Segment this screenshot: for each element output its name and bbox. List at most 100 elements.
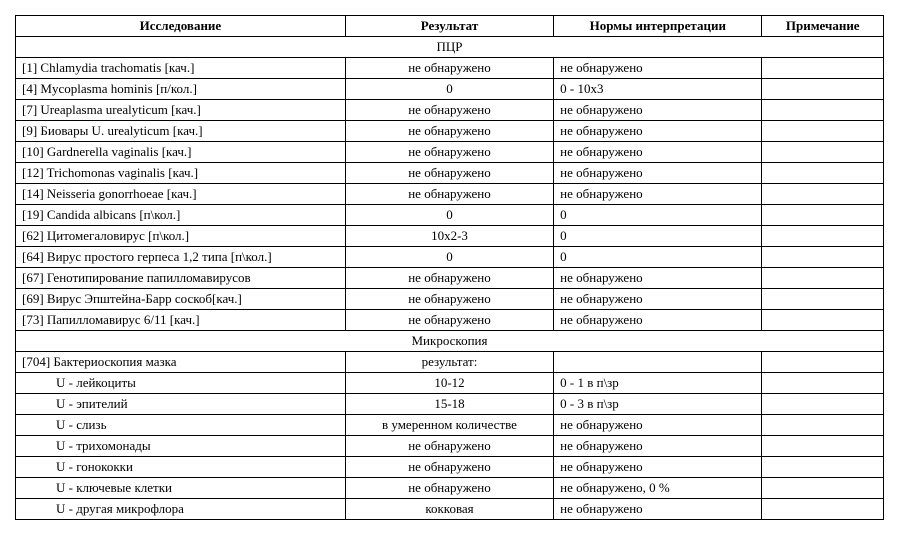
col-header-note: Примечание [762,16,884,37]
cell-test: U - гонококки [16,457,346,478]
cell-note [762,478,884,499]
cell-result: 10-12 [345,373,553,394]
col-header-result: Результат [345,16,553,37]
table-row: [67] Генотипирование папилломавирусовне … [16,268,884,289]
cell-test: [10] Gardnerella vaginalis [кач.] [16,142,346,163]
cell-test: [64] Вирус простого герпеса 1,2 типа [п\… [16,247,346,268]
cell-norm: не обнаружено [554,457,762,478]
table-row: [62] Цитомегаловирус [п\кол.]10x2-30 [16,226,884,247]
cell-result: 10x2-3 [345,226,553,247]
cell-note [762,415,884,436]
table-row: U - слизьв умеренном количествене обнару… [16,415,884,436]
table-header-row: Исследование Результат Нормы интерпретац… [16,16,884,37]
cell-note [762,58,884,79]
cell-norm [554,352,762,373]
table-body: ПЦР[1] Chlamydia trachomatis [кач.]не об… [16,37,884,520]
cell-test: U - ключевые клетки [16,478,346,499]
cell-norm: 0 [554,247,762,268]
cell-note [762,205,884,226]
col-header-test: Исследование [16,16,346,37]
cell-test: U - другая микрофлора [16,499,346,520]
cell-note [762,79,884,100]
cell-note [762,100,884,121]
cell-test: [14] Neisseria gonorrhoeae [кач.] [16,184,346,205]
table-row: [10] Gardnerella vaginalis [кач.]не обна… [16,142,884,163]
cell-result: не обнаружено [345,163,553,184]
cell-norm: не обнаружено [554,100,762,121]
table-row: [73] Папилломавирус 6/11 [кач.]не обнару… [16,310,884,331]
cell-result: не обнаружено [345,268,553,289]
cell-test: [12] Trichomonas vaginalis [кач.] [16,163,346,184]
cell-norm: не обнаружено [554,184,762,205]
cell-norm: не обнаружено, 0 % [554,478,762,499]
cell-test: U - лейкоциты [16,373,346,394]
cell-result: не обнаружено [345,121,553,142]
cell-test: U - эпителий [16,394,346,415]
cell-note [762,394,884,415]
cell-note [762,142,884,163]
cell-result: не обнаружено [345,436,553,457]
cell-note [762,457,884,478]
cell-note [762,226,884,247]
cell-norm: не обнаружено [554,436,762,457]
table-row: [14] Neisseria gonorrhoeae [кач.]не обна… [16,184,884,205]
cell-note [762,163,884,184]
cell-test: [19] Candida albicans [п\кол.] [16,205,346,226]
cell-note [762,436,884,457]
cell-norm: 0 - 3 в п\зр [554,394,762,415]
table-row: U - другая микрофлоракокковаяне обнаруже… [16,499,884,520]
cell-norm: не обнаружено [554,310,762,331]
cell-test: [9] Биовары U. urealyticum [кач.] [16,121,346,142]
cell-result: не обнаружено [345,457,553,478]
cell-result: не обнаружено [345,142,553,163]
cell-result: 0 [345,205,553,226]
cell-result: не обнаружено [345,310,553,331]
cell-note [762,499,884,520]
cell-norm: не обнаружено [554,268,762,289]
table-row: U - гонококкине обнаруженоне обнаружено [16,457,884,478]
cell-note [762,268,884,289]
section-title: ПЦР [16,37,884,58]
cell-test: [67] Генотипирование папилломавирусов [16,268,346,289]
cell-note [762,184,884,205]
cell-test: [69] Вирус Эпштейна-Барр соскоб[кач.] [16,289,346,310]
section-title-row: ПЦР [16,37,884,58]
cell-result: не обнаружено [345,184,553,205]
table-row: [64] Вирус простого герпеса 1,2 типа [п\… [16,247,884,268]
table-row: [4] Mycoplasma hominis [п/кол.]00 - 10x3 [16,79,884,100]
table-row: [19] Candida albicans [п\кол.]00 [16,205,884,226]
table-row: U - ключевые клеткине обнаруженоне обнар… [16,478,884,499]
table-row: U - лейкоциты10-120 - 1 в п\зр [16,373,884,394]
cell-test: [704] Бактериоскопия мазка [16,352,346,373]
section-title-row: Микроскопия [16,331,884,352]
cell-test: [73] Папилломавирус 6/11 [кач.] [16,310,346,331]
cell-test: [1] Chlamydia trachomatis [кач.] [16,58,346,79]
table-row: [9] Биовары U. urealyticum [кач.]не обна… [16,121,884,142]
cell-test: U - трихомонады [16,436,346,457]
cell-norm: 0 [554,226,762,247]
cell-test: U - слизь [16,415,346,436]
cell-result: не обнаружено [345,100,553,121]
cell-note [762,310,884,331]
cell-note [762,247,884,268]
lab-results-table: Исследование Результат Нормы интерпретац… [15,15,884,520]
table-row: [69] Вирус Эпштейна-Барр соскоб[кач.]не … [16,289,884,310]
cell-norm: 0 - 10x3 [554,79,762,100]
table-row: U - трихомонадыне обнаруженоне обнаружен… [16,436,884,457]
cell-norm: не обнаружено [554,415,762,436]
cell-norm: не обнаружено [554,58,762,79]
col-header-norm: Нормы интерпретации [554,16,762,37]
table-row: [704] Бактериоскопия мазкарезультат: [16,352,884,373]
cell-result: не обнаружено [345,58,553,79]
cell-result: 0 [345,247,553,268]
cell-norm: не обнаружено [554,499,762,520]
section-title: Микроскопия [16,331,884,352]
table-row: [12] Trichomonas vaginalis [кач.]не обна… [16,163,884,184]
cell-note [762,352,884,373]
cell-norm: не обнаружено [554,121,762,142]
cell-norm: 0 - 1 в п\зр [554,373,762,394]
cell-result: результат: [345,352,553,373]
cell-result: не обнаружено [345,289,553,310]
cell-note [762,289,884,310]
cell-result: кокковая [345,499,553,520]
